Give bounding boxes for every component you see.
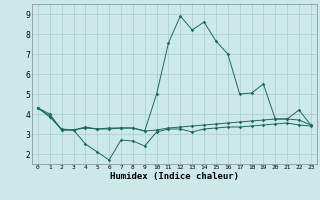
X-axis label: Humidex (Indice chaleur): Humidex (Indice chaleur) bbox=[110, 172, 239, 181]
